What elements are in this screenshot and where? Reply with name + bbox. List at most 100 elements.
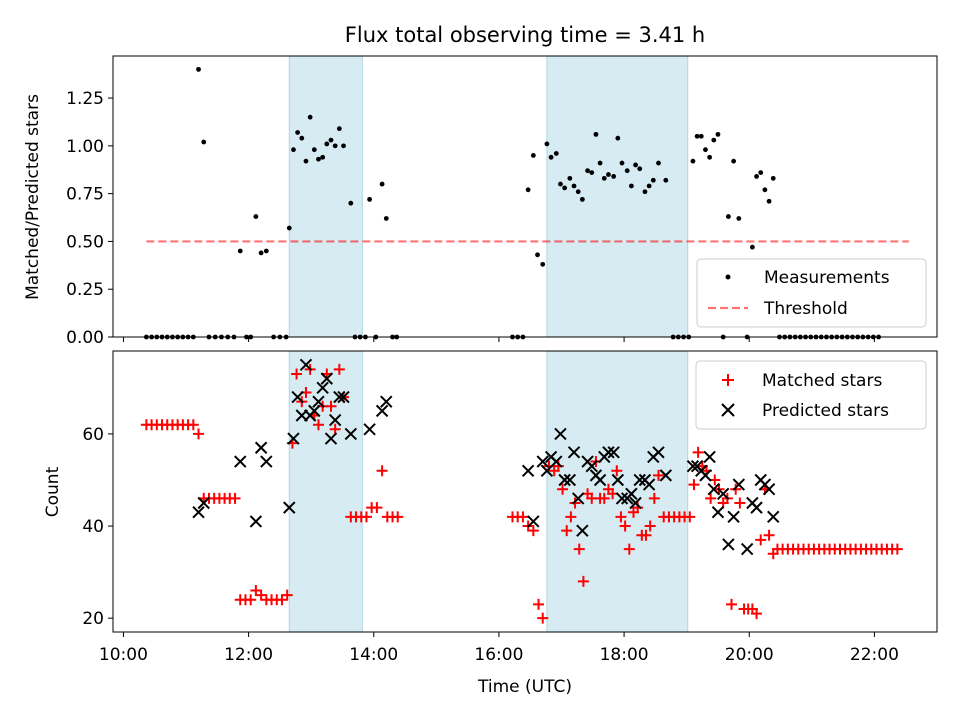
measurements-point-78: [633, 162, 638, 168]
measurements-point-61: [558, 181, 563, 187]
predicted-stars-point-4: [249, 515, 263, 528]
predicted-stars-point-63: [722, 538, 735, 551]
legend-measurements-marker: [725, 274, 731, 280]
x-tick-label-3: 14:00: [349, 645, 398, 665]
matched-stars-point-11: [193, 428, 205, 440]
measurements-point-11: [196, 66, 201, 72]
matched-stars-point-84: [648, 492, 660, 504]
predicted-stars-point-14: [312, 395, 325, 408]
top-shaded-intervals: [288, 55, 689, 338]
predicted-stars-point-21: [344, 427, 358, 441]
predicted-stars-point-2: [197, 496, 210, 510]
measurements-point-70: [597, 160, 603, 166]
measurements-point-69: [593, 131, 599, 137]
matched-stars-point-64: [565, 511, 577, 523]
matched-stars-point-40: [333, 363, 345, 375]
predicted-stars-point-3: [234, 455, 247, 468]
matched-stars-point-82: [640, 529, 652, 541]
matched-stars-point-91: [684, 511, 696, 523]
top-panel: 0.00 0.25 0.50 0.75 1.00 1.25 Flux total obse…: [23, 23, 938, 348]
predicted-stars-point-13: [308, 404, 321, 418]
predicted-stars-point-43: [607, 446, 620, 459]
bottom-data-marks: [140, 358, 903, 624]
measurements-point-104: [762, 187, 768, 193]
measurements-point-63: [567, 175, 573, 181]
predicted-stars-point-47: [625, 487, 638, 501]
top-legend: Measurements Threshold: [696, 258, 927, 328]
y-tick-label-1: 20: [82, 609, 104, 629]
measurements-point-12: [201, 139, 207, 145]
measurements-point-84: [663, 177, 669, 183]
chart-title: Flux total observing time = 3.41 h: [345, 23, 705, 47]
matched-stars-point-47: [371, 502, 383, 514]
measurements-point-37: [328, 137, 334, 143]
matched-stars-point-102: [730, 483, 742, 495]
predicted-stars-point-27: [536, 455, 549, 468]
measurements-point-79: [637, 166, 643, 172]
legend-threshold-label: Threshold: [763, 299, 848, 319]
measurements-point-73: [611, 174, 617, 179]
predicted-stars-point-65: [732, 478, 746, 491]
measurements-point-40: [341, 143, 346, 149]
measurements-point-89: [690, 158, 696, 164]
y-tick-label-2: 0.25: [66, 280, 104, 300]
matched-stars-point-51: [392, 511, 404, 523]
measurements-point-36: [324, 141, 330, 147]
matched-stars-point-96: [705, 492, 717, 504]
x-tick-label-5: 18:00: [600, 645, 649, 665]
top-y-axis-label: Matched/Predicted stars: [23, 94, 43, 300]
measurements-point-67: [585, 168, 590, 174]
predicted-stars-point-25: [521, 464, 535, 477]
measurements-point-31: [303, 158, 309, 164]
predicted-stars-point-30: [550, 455, 563, 468]
predicted-stars-point-58: [699, 469, 712, 482]
predicted-stars-point-49: [633, 473, 646, 487]
measurements-point-59: [548, 154, 554, 160]
top-data-marks: [143, 66, 881, 340]
matched-stars-point-62: [557, 483, 569, 495]
measurements-point-80: [642, 189, 648, 195]
predicted-stars-point-24: [380, 395, 393, 408]
measurements-point-56: [535, 252, 540, 258]
measurements-point-68: [589, 170, 595, 176]
bottom-legend: Matched stars Predicted stars: [695, 360, 927, 430]
measurements-point-77: [628, 183, 634, 189]
measurements-point-99: [736, 216, 742, 221]
measurements-point-45: [367, 196, 372, 202]
predicted-stars-point-60: [707, 482, 720, 496]
legend-matched-label: Matched stars: [762, 371, 882, 391]
matched-stars-point-45: [360, 511, 372, 523]
measurements-point-21: [253, 214, 259, 219]
legend-predicted-marker: [721, 403, 735, 417]
x-axis-label: Time (UTC): [477, 677, 572, 697]
shaded-interval-1: [288, 55, 363, 338]
predicted-stars-point-7: [283, 501, 296, 514]
matched-stars-point-48: [376, 465, 388, 477]
predicted-stars-point-11: [299, 358, 313, 372]
predicted-stars-point-66: [740, 542, 754, 556]
measurements-point-102: [754, 174, 759, 179]
predicted-stars-point-5: [254, 441, 268, 454]
measurements-point-23: [263, 248, 269, 254]
matched-stars-point-57: [533, 598, 545, 610]
matched-stars-point-58: [537, 612, 549, 624]
predicted-stars-point-6: [260, 455, 273, 468]
predicted-stars-point-38: [585, 459, 598, 473]
measurements-point-18: [237, 248, 243, 254]
top-legend-box: [696, 258, 927, 328]
measurements-point-97: [725, 214, 731, 219]
matched-stars-point-65: [569, 497, 581, 509]
matched-stars-point-66: [573, 543, 585, 555]
matched-stars-point-83: [644, 520, 656, 532]
predicted-stars-point-53: [652, 446, 665, 459]
matched-stars-point-35: [312, 419, 324, 431]
measurements-point-55: [530, 153, 536, 158]
matched-stars-point-28: [281, 589, 293, 601]
measurements-point-105: [766, 198, 772, 204]
measurements-point-35: [320, 154, 326, 160]
matched-stars-point-101: [726, 598, 738, 610]
measurements-point-83: [656, 160, 661, 166]
top-y-ticks: 0.00 0.25 0.50 0.75 1.00 1.25: [66, 89, 113, 348]
predicted-stars-point-68: [750, 501, 763, 514]
